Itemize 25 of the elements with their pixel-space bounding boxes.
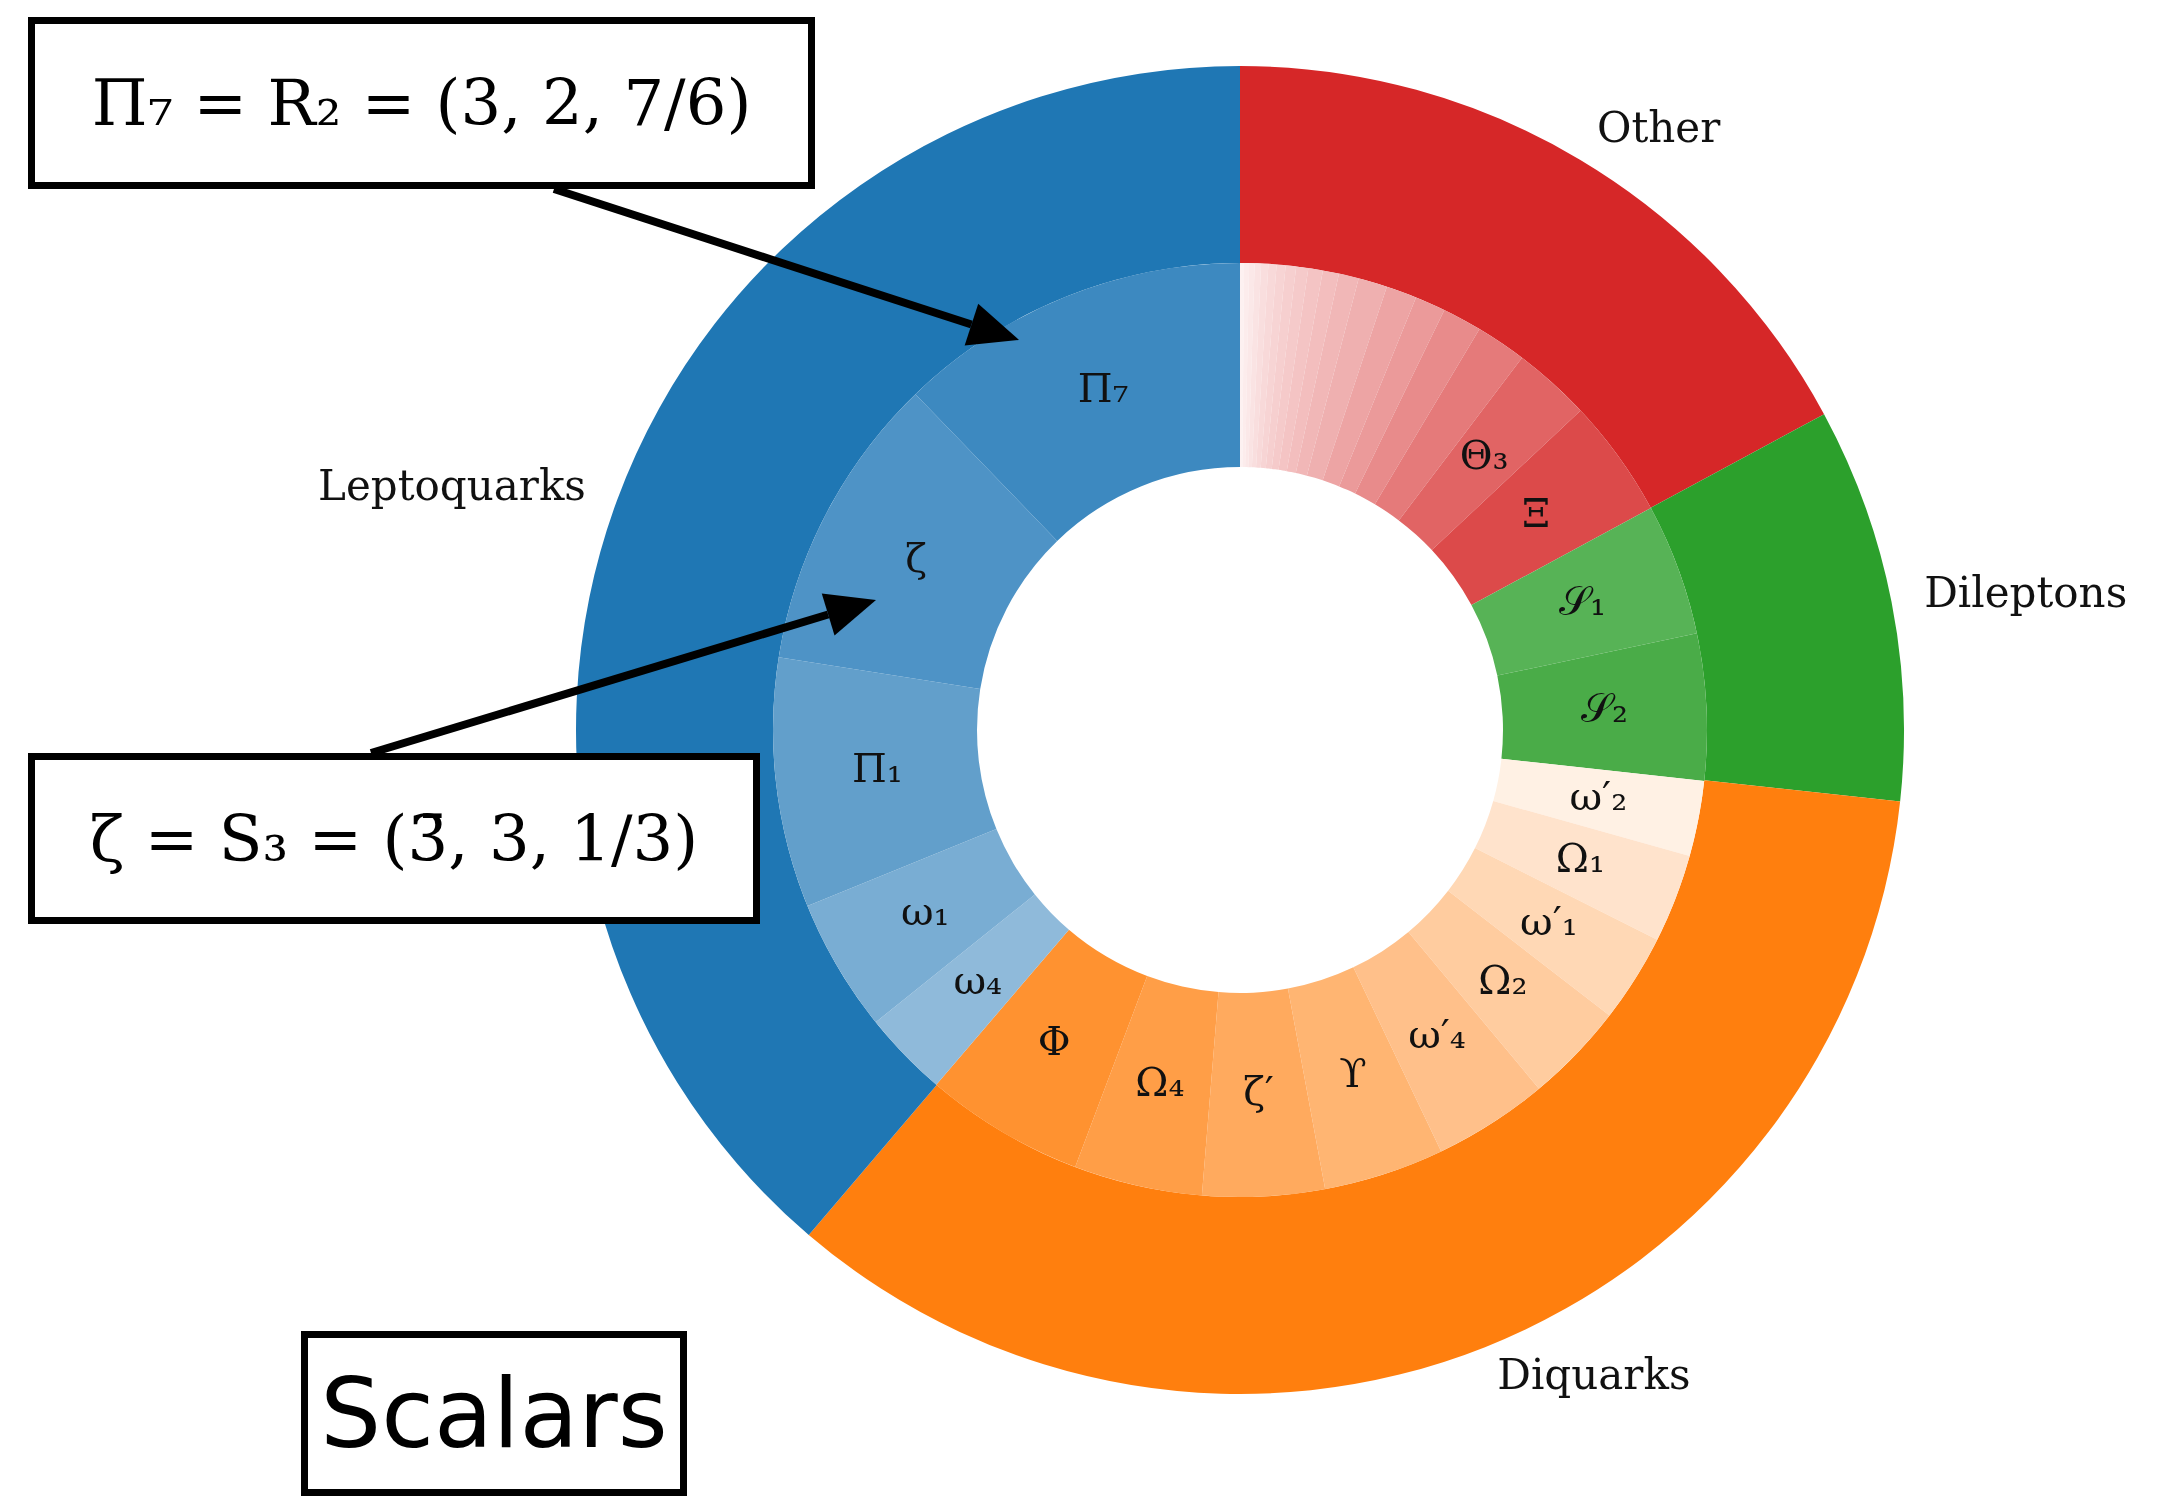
- slice-label: ζ: [905, 535, 927, 582]
- slice-label: 𝒮₁: [1559, 577, 1607, 624]
- slice-label: ϒ: [1339, 1050, 1367, 1097]
- slice-label: Ω₄: [1135, 1059, 1185, 1106]
- text: ζ = S₃ = (3̄, 3, 1/3): [28, 753, 760, 924]
- slice-label: Θ₃: [1459, 432, 1509, 479]
- slice-label: Π₁: [851, 745, 903, 792]
- text: Scalars: [301, 1331, 687, 1496]
- slice-label: ζ′: [1243, 1067, 1274, 1114]
- slice-label: Diquarks: [1497, 1349, 1691, 1399]
- slice-label: Other: [1596, 103, 1722, 153]
- slice-label: Leptoquarks: [318, 460, 586, 510]
- text: Π₇ = R₂ = (3, 2, 7/6): [28, 17, 815, 189]
- slice-label: 𝒮₂: [1581, 685, 1629, 732]
- slice-label: Ω₁: [1555, 835, 1605, 882]
- slice-label: ω₄: [953, 957, 1003, 1004]
- slice-label: Π₇: [1077, 365, 1129, 411]
- slice-label: Ω₂: [1478, 956, 1528, 1003]
- slice-label: ω′₄: [1408, 1010, 1466, 1057]
- slice-label: ω′₁: [1520, 897, 1578, 944]
- slice-label: Dileptons: [1924, 567, 2128, 617]
- slice-label: Ξ: [1522, 490, 1551, 537]
- slice-label: Φ: [1037, 1017, 1071, 1064]
- slice-label: ω′₂: [1569, 772, 1628, 819]
- slice-label: ω₁: [900, 888, 950, 935]
